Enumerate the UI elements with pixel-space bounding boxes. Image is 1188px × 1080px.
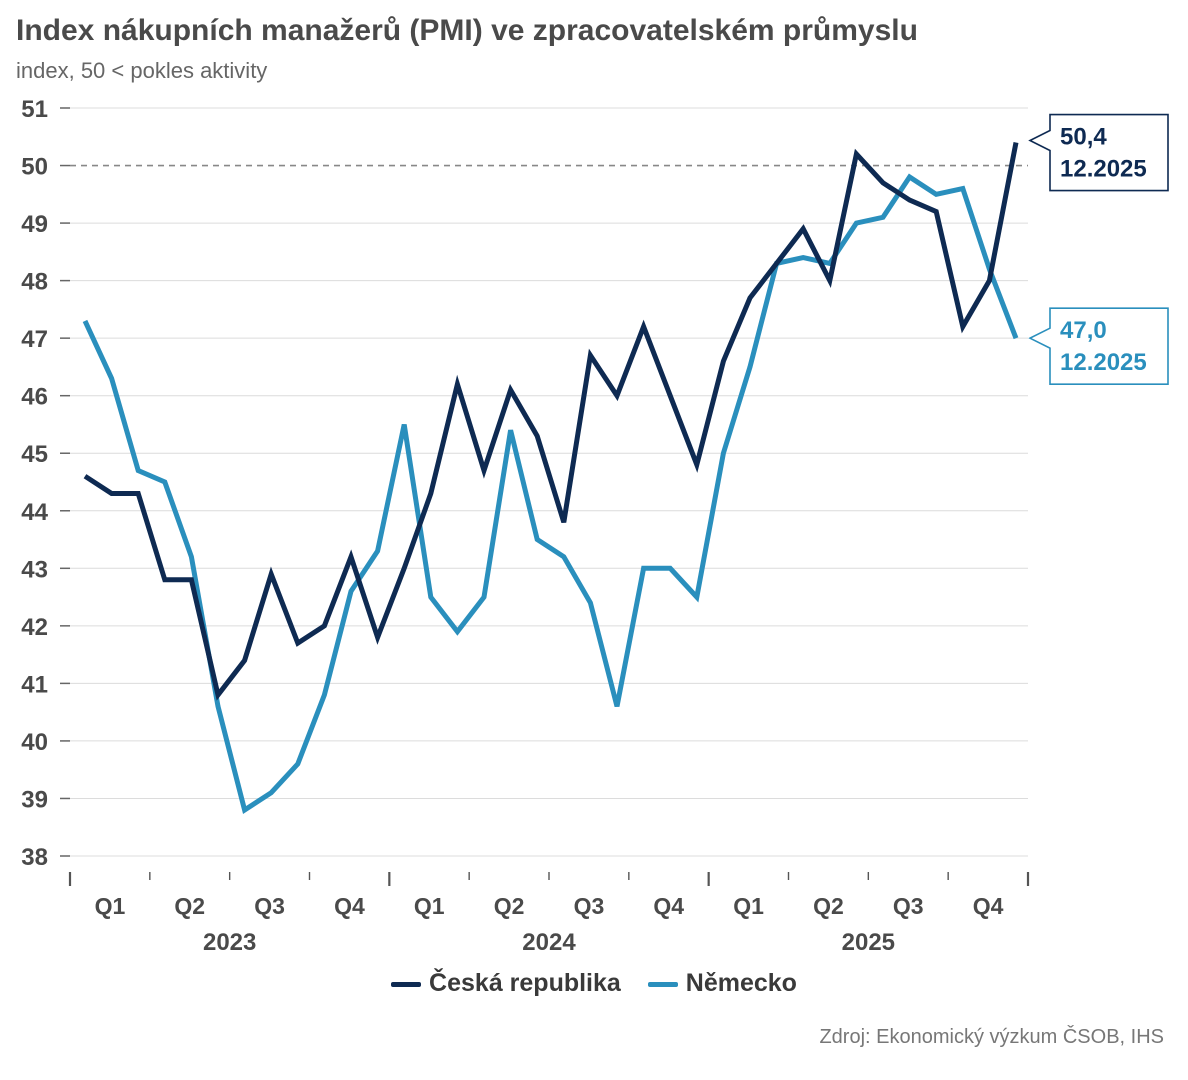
callout-value-1: 47,0 (1060, 317, 1107, 344)
xtick-quarter-11: Q4 (973, 893, 1004, 919)
xtick-quarter-0: Q1 (95, 893, 126, 919)
ytick-label-46: 46 (21, 384, 48, 411)
xtick-quarter-3: Q4 (334, 893, 365, 919)
ytick-label-45: 45 (21, 441, 48, 468)
xtick-quarter-9: Q2 (813, 893, 844, 919)
ytick-label-50: 50 (21, 154, 48, 181)
series-lines (82, 142, 1019, 814)
ytick-label-40: 40 (21, 729, 48, 756)
legend-swatch-cz (391, 981, 422, 987)
callout-date-0: 12.2025 (1060, 156, 1147, 183)
legend-swatch-de (647, 981, 678, 987)
callout-box-1 (1028, 307, 1169, 385)
callout-box-0 (1028, 113, 1169, 192)
xtick-quarter-1: Q2 (174, 893, 205, 919)
source-note: Zdroj: Ekonomický výzkum ČSOB, IHS (819, 1026, 1164, 1048)
ytick-label-42: 42 (21, 614, 48, 641)
xtick-year-2023: 2023 (203, 929, 256, 956)
legend-label-de: Německo (685, 968, 797, 997)
xtick-quarter-6: Q3 (574, 893, 605, 919)
xtick-quarter-10: Q3 (893, 893, 924, 919)
xtick-quarter-4: Q1 (414, 893, 445, 919)
callout-1: 47,0 12.2025 (1028, 307, 1169, 385)
ytick-label-49: 49 (21, 211, 48, 238)
series-line-1 (82, 173, 1019, 814)
legend-item-de: Německo (647, 968, 797, 998)
callout-0: 50,4 12.2025 (1028, 113, 1169, 192)
xtick-quarter-2: Q3 (254, 893, 285, 919)
xtick-year-2025: 2025 (842, 929, 895, 956)
ytick-label-48: 48 (21, 269, 48, 296)
xtick-quarter-8: Q1 (733, 893, 764, 919)
legend-label-cz: Česká republika (429, 968, 621, 997)
ytick-label-39: 39 (21, 786, 48, 813)
xtick-quarter-5: Q2 (494, 893, 525, 919)
ytick-label-38: 38 (21, 844, 48, 871)
callout-date-1: 12.2025 (1060, 349, 1147, 376)
grid-lines (70, 107, 1028, 857)
ytick-label-47: 47 (21, 326, 48, 353)
xtick-year-2024: 2024 (522, 929, 576, 956)
legend-item-cz: Česká republika (391, 969, 621, 998)
chart-title: Index nákupních manažerů (PMI) ve zpraco… (16, 14, 918, 47)
ytick-label-43: 43 (21, 556, 48, 583)
y-axis: 38 39 40 41 42 43 44 45 46 47 48 49 50 51 (21, 96, 70, 871)
x-axis: Q1 Q2 Q3 Q4 Q1 Q2 Q3 Q4 Q1 Q2 Q3 Q4 2023 2024 2025 (68, 872, 1030, 956)
ytick-label-51: 51 (21, 96, 48, 123)
ytick-label-44: 44 (21, 499, 48, 526)
ytick-label-41: 41 (21, 671, 48, 698)
end-callouts: 50,4 12.2025 47,0 12.2025 (1028, 113, 1169, 385)
series-line-0 (83, 142, 1019, 701)
xtick-quarter-7: Q4 (653, 893, 684, 919)
legend: Česká republika Německo (0, 968, 1188, 998)
callout-value-0: 50,4 (1060, 124, 1107, 151)
chart-subtitle: index, 50 < pokles aktivity (16, 58, 268, 83)
